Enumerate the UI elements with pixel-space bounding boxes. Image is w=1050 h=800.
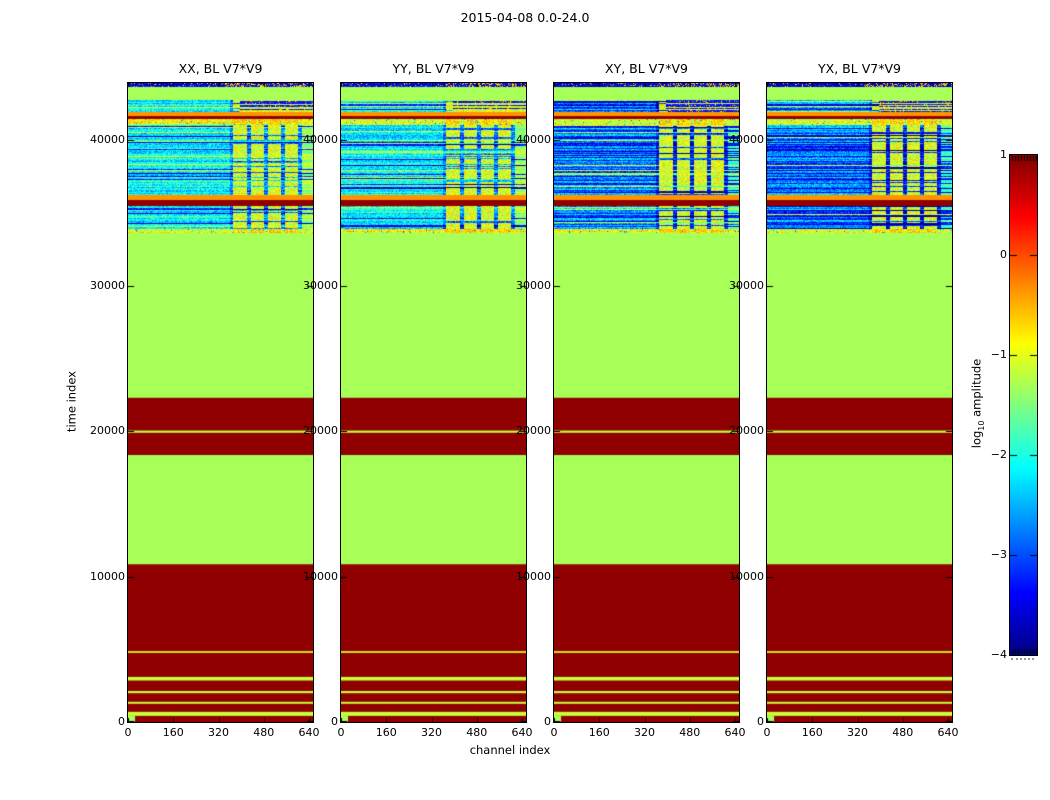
colorbar-tick-label: −3 [990, 548, 1007, 561]
x-tick-label: 640 [298, 726, 320, 739]
x-tick-label: 480 [253, 726, 275, 739]
figure-title: 2015-04-08 0.0-24.0 [460, 10, 590, 25]
y-tick-label: 30000 [90, 278, 125, 292]
y-tick-label: 30000 [303, 278, 338, 292]
y-tick-label: 0 [118, 715, 125, 728]
x-tick-label: 640 [724, 726, 746, 739]
x-tick-label: 640 [937, 726, 959, 739]
x-tick-label: 640 [511, 726, 533, 739]
colorbar-label-subscript: 10 [976, 420, 986, 431]
panel-title-1: YY, BL V7*V9 [392, 61, 475, 76]
heatmap-panel-0 [127, 82, 314, 723]
y-tick-label: 40000 [516, 133, 551, 147]
x-tick-label: 320 [634, 726, 656, 739]
y-tick-label: 10000 [729, 569, 764, 583]
colorbar-tick-label: −1 [990, 348, 1007, 361]
x-tick-label: 0 [763, 726, 771, 739]
panel-title-0: XX, BL V7*V9 [178, 61, 263, 76]
x-tick-label: 0 [550, 726, 558, 739]
x-tick-label: 480 [466, 726, 488, 739]
colorbar-tick-label: 0 [1000, 248, 1007, 261]
panel-title-3: YX, BL V7*V9 [818, 61, 901, 76]
y-tick-label: 40000 [729, 133, 764, 147]
y-tick-label: 0 [757, 715, 764, 728]
y-tick-label: 10000 [90, 569, 125, 583]
x-tick-label: 0 [337, 726, 345, 739]
colorbar-underflow-dots [1011, 658, 1034, 660]
x-tick-label: 480 [679, 726, 701, 739]
y-tick-label: 20000 [90, 424, 125, 438]
y-tick-label: 40000 [90, 133, 125, 147]
y-tick-label: 20000 [729, 424, 764, 438]
x-tick-label: 480 [892, 726, 914, 739]
y-tick-label: 30000 [516, 278, 551, 292]
y-tick-label: 20000 [516, 424, 551, 438]
heatmap-panel-2 [553, 82, 740, 723]
y-tick-label: 20000 [303, 424, 338, 438]
y-tick-label: 0 [544, 715, 551, 728]
y-tick-label: 10000 [516, 569, 551, 583]
colorbar-tick-label: −4 [990, 648, 1007, 661]
y-tick-label: 0 [331, 715, 338, 728]
y-tick-label: 30000 [729, 278, 764, 292]
colorbar-tick-label: −2 [990, 448, 1007, 461]
panel-title-2: XY, BL V7*V9 [605, 61, 688, 76]
x-tick-label: 320 [421, 726, 443, 739]
x-tick-label: 0 [124, 726, 132, 739]
x-tick-label: 160 [588, 726, 610, 739]
heatmap-panel-1 [340, 82, 527, 723]
x-tick-label: 160 [162, 726, 184, 739]
x-tick-label: 320 [208, 726, 230, 739]
x-tick-label: 320 [847, 726, 869, 739]
x-tick-label: 160 [375, 726, 397, 739]
x-axis-label: channel index [469, 743, 551, 757]
colorbar-tick-label: 1 [1000, 148, 1007, 161]
colorbar [1009, 154, 1038, 656]
y-tick-label: 10000 [303, 569, 338, 583]
heatmap-panel-3 [766, 82, 953, 723]
y-axis-label: time index [64, 370, 79, 433]
y-tick-label: 40000 [303, 133, 338, 147]
x-tick-label: 160 [801, 726, 823, 739]
